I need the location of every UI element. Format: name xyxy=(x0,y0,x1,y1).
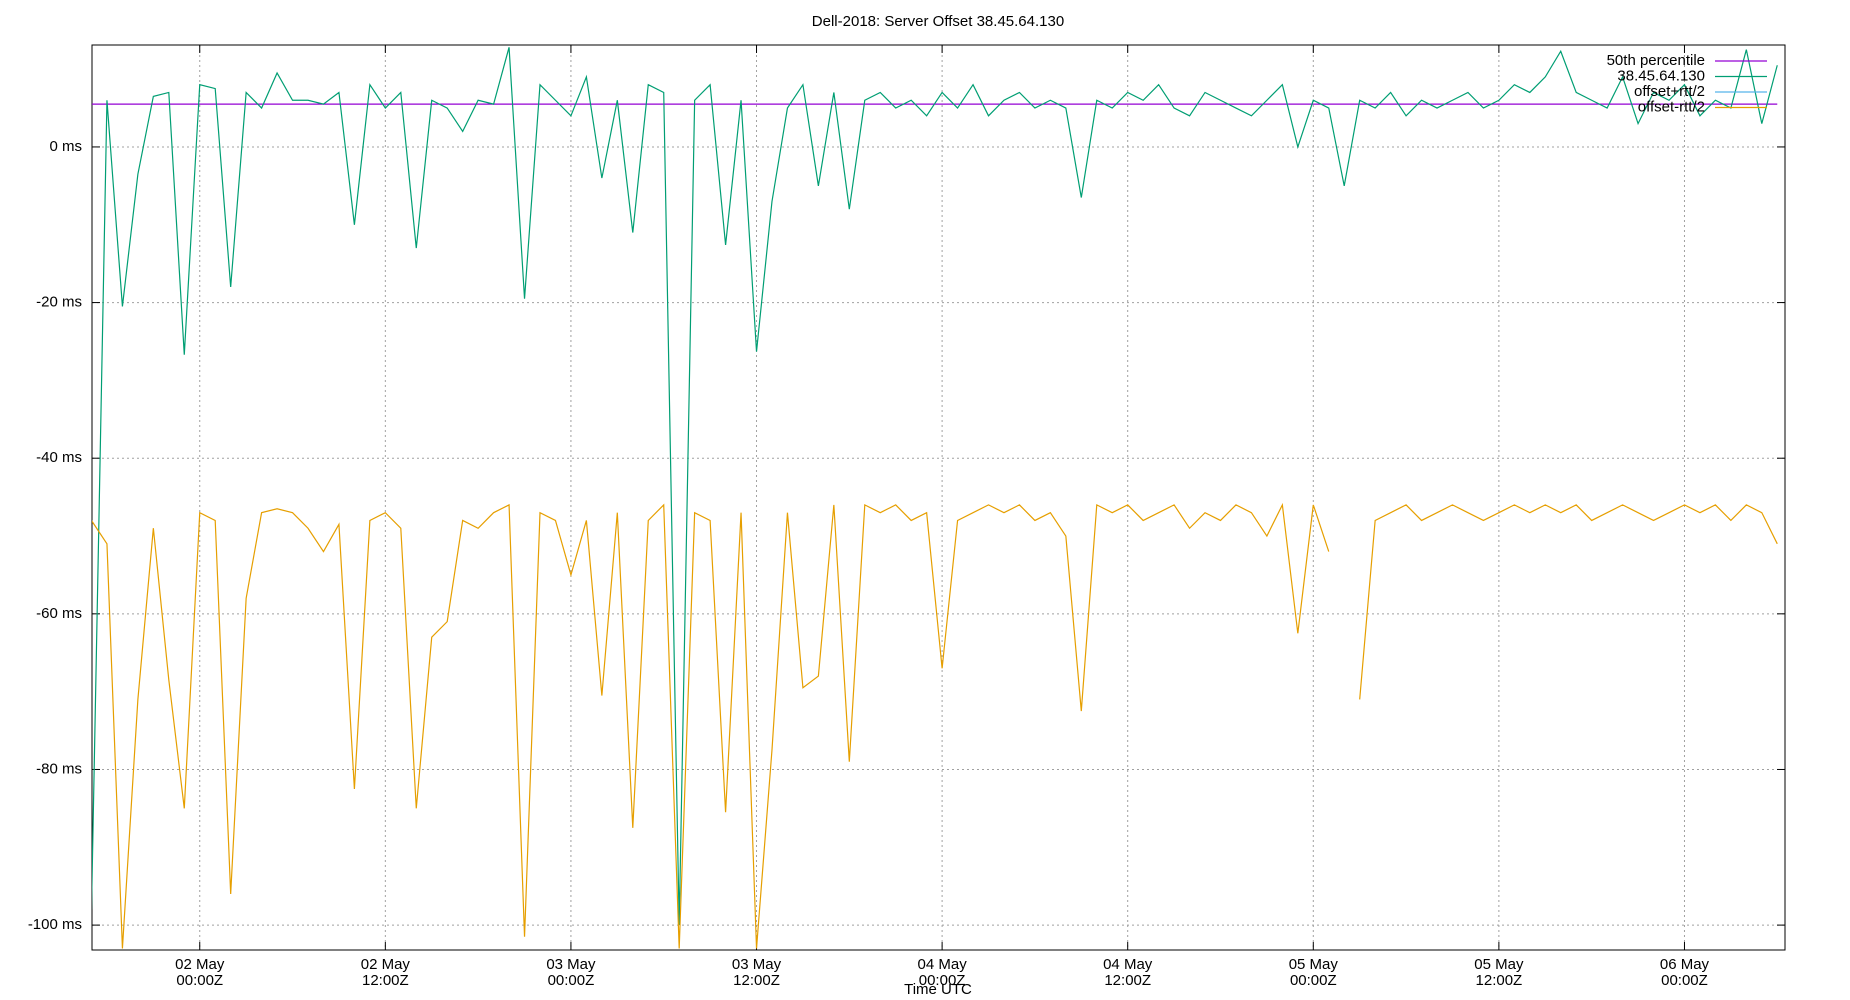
legend-label: 50th percentile xyxy=(1607,52,1705,69)
x-tick-label: 05 May 12:00Z xyxy=(1474,956,1524,989)
x-tick-label: 06 May 00:00Z xyxy=(1660,956,1710,989)
y-tick-label: -60 ms xyxy=(36,605,82,622)
y-tick-label: -40 ms xyxy=(36,449,82,466)
y-tick-label: -20 ms xyxy=(36,294,82,311)
legend-label: offset+rtt/2 xyxy=(1634,83,1705,100)
legend-label: offset-rtt/2 xyxy=(1638,98,1705,115)
x-tick-label: 03 May 00:00Z xyxy=(546,956,596,989)
x-tick-label: 04 May 00:00Z xyxy=(918,956,968,989)
x-tick-label: 05 May 00:00Z xyxy=(1289,956,1339,989)
x-tick-label: 02 May 12:00Z xyxy=(361,956,411,989)
plot-frame xyxy=(91,44,1786,951)
y-tick-label: -80 ms xyxy=(36,760,82,777)
series-line xyxy=(92,47,1778,926)
x-axis-label: Time UTC xyxy=(904,981,972,998)
chart-title: Dell-2018: Server Offset 38.45.64.130 xyxy=(812,13,1064,30)
series-line xyxy=(92,502,1778,949)
y-tick-label: 0 ms xyxy=(49,138,82,155)
x-tick-label: 03 May 12:00Z xyxy=(732,956,782,989)
plot-area xyxy=(92,47,1778,949)
x-tick-label: 04 May 12:00Z xyxy=(1103,956,1153,989)
y-tick-label: -100 ms xyxy=(28,916,82,933)
x-tick-label: 02 May 00:00Z xyxy=(175,956,225,989)
legend-label: 38.45.64.130 xyxy=(1617,67,1705,84)
